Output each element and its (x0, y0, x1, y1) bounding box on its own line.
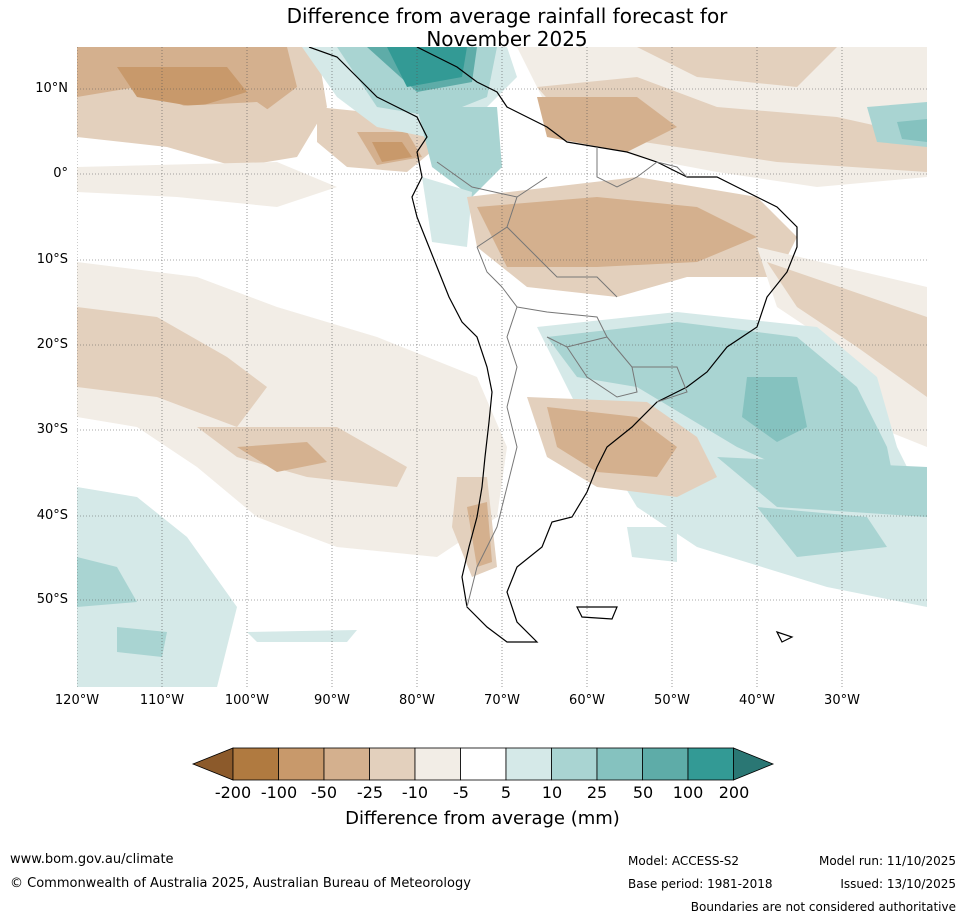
colorbar-segment (687, 747, 734, 781)
colorbar-tick: -50 (310, 783, 338, 802)
colorbar-extend-high (733, 747, 775, 781)
lon-label-40w: 40°W (739, 693, 775, 708)
colorbar-tick: -25 (356, 783, 384, 802)
lat-label-50s: 50°S (36, 592, 68, 607)
lon-label-50w: 50°W (654, 693, 690, 708)
anomaly-contours (77, 47, 927, 687)
colorbar-segment (551, 747, 598, 781)
rainfall-anomaly-map (77, 47, 927, 687)
country-borders (436, 147, 688, 608)
lon-label-120w: 120°W (54, 693, 100, 708)
colorbar-tick: 10 (541, 783, 563, 802)
colorbar-tick: -10 (401, 783, 429, 802)
colorbar-extend-low (191, 747, 234, 781)
colorbar-segment (460, 747, 507, 781)
issued-date: Issued: 13/10/2025 (840, 877, 956, 891)
colorbar-segment (369, 747, 416, 781)
colorbar-segment (414, 747, 461, 781)
colorbar-tick: -100 (260, 783, 298, 802)
lon-label-90w: 90°W (314, 693, 350, 708)
colorbar-tick: -200 (214, 783, 252, 802)
colorbar-segment (596, 747, 643, 781)
colorbar-tick: 25 (586, 783, 608, 802)
model-run-date: Model run: 11/10/2025 (818, 854, 956, 868)
graticule (77, 47, 927, 687)
lat-label-30s: 30°S (36, 422, 68, 437)
lat-label-10n: 10°N (35, 81, 68, 96)
lat-label-0: 0° (53, 166, 68, 181)
copyright: © Commonwealth of Australia 2025, Austra… (10, 876, 471, 891)
lon-label-60w: 60°W (569, 693, 605, 708)
lon-label-100w: 100°W (224, 693, 270, 708)
colorbar-segment (278, 747, 325, 781)
lat-label-10s: 10°S (36, 252, 68, 267)
colorbar (191, 747, 775, 781)
coastline (308, 47, 798, 643)
lon-label-30w: 30°W (824, 693, 860, 708)
colorbar-tick: 5 (500, 783, 512, 802)
colorbar-tick: 50 (632, 783, 654, 802)
colorbar-segment (323, 747, 370, 781)
lat-label-20s: 20°S (36, 337, 68, 352)
colorbar-tick: -5 (453, 783, 469, 802)
lon-label-80w: 80°W (399, 693, 435, 708)
model-name: Model: ACCESS-S2 (628, 854, 740, 868)
website-link[interactable]: www.bom.gov.au/climate (10, 852, 174, 867)
colorbar-segment (505, 747, 552, 781)
boundaries-disclaimer: Boundaries are not considered authoritat… (690, 900, 956, 914)
map-title-line1: Difference from average rainfall forecas… (286, 4, 728, 28)
colorbar-label: Difference from average (mm) (345, 808, 620, 829)
colorbar-tick: 200 (718, 783, 750, 802)
base-period: Base period: 1981-2018 (628, 877, 773, 891)
map-title-line2: November 2025 (426, 27, 588, 51)
lon-label-70w: 70°W (484, 693, 520, 708)
colorbar-segment (232, 747, 279, 781)
lat-label-40s: 40°S (36, 508, 68, 523)
colorbar-segment (642, 747, 689, 781)
lon-label-110w: 110°W (139, 693, 185, 708)
colorbar-tick: 100 (672, 783, 704, 802)
